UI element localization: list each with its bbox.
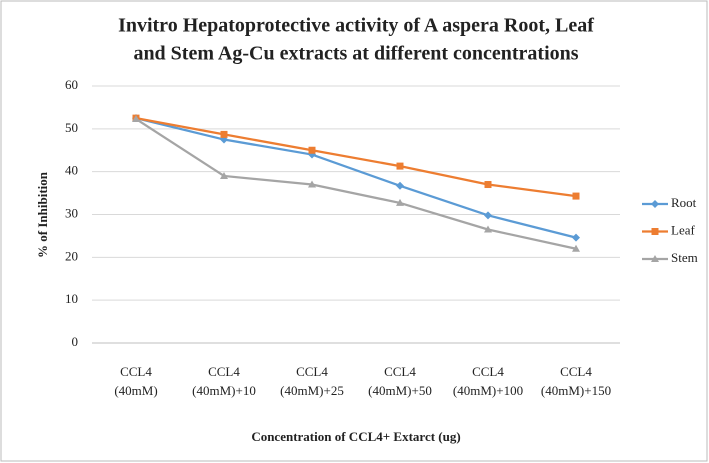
legend-label: Stem: [671, 250, 698, 265]
x-tick-label: CCL4 (40mM)+100: [453, 364, 523, 398]
marker: [396, 181, 404, 190]
marker: [396, 198, 404, 206]
chart-title: and Stem Ag-Cu extracts at different con…: [133, 43, 578, 65]
y-axis-title: % of Inhibition: [35, 171, 50, 258]
series-line: [135, 117, 577, 239]
marker: [572, 244, 580, 252]
series-line: [135, 117, 577, 198]
y-tick-label: 60: [65, 77, 78, 92]
marker: [651, 200, 659, 208]
x-tick-label: CCL4 (40mM)+10: [192, 364, 256, 398]
legend-label: Leaf: [671, 222, 695, 237]
y-tick-label: 0: [72, 334, 79, 349]
marker: [484, 181, 492, 189]
y-tick-label: 40: [65, 163, 78, 178]
x-axis-title: Concentration of CCL4+ Extarct (ug): [251, 429, 460, 444]
marker: [132, 114, 140, 122]
y-tick-label: 20: [65, 248, 78, 263]
x-tick-label: CCL4 (40mM)+150: [541, 364, 611, 398]
marker: [651, 255, 659, 262]
x-tick-label: CCL4 (40mM)+25: [280, 364, 344, 398]
y-tick-label: 30: [65, 205, 78, 220]
marker: [220, 171, 228, 179]
y-tick-label: 50: [65, 120, 78, 135]
marker: [572, 233, 580, 242]
chart-title: Invitro Hepatoprotective activity of A a…: [118, 15, 594, 37]
legend-label: Root: [671, 195, 697, 210]
marker: [484, 225, 492, 233]
x-tick-label: CCL4 (40mM): [114, 364, 157, 398]
x-tick-label: CCL4 (40mM)+50: [368, 364, 432, 398]
marker: [396, 162, 404, 170]
marker: [572, 192, 580, 200]
y-tick-label: 10: [65, 291, 78, 306]
marker: [651, 228, 659, 235]
marker: [484, 211, 492, 220]
marker: [308, 180, 316, 188]
marker: [308, 146, 316, 154]
series-line: [135, 118, 577, 250]
marker: [220, 130, 228, 138]
